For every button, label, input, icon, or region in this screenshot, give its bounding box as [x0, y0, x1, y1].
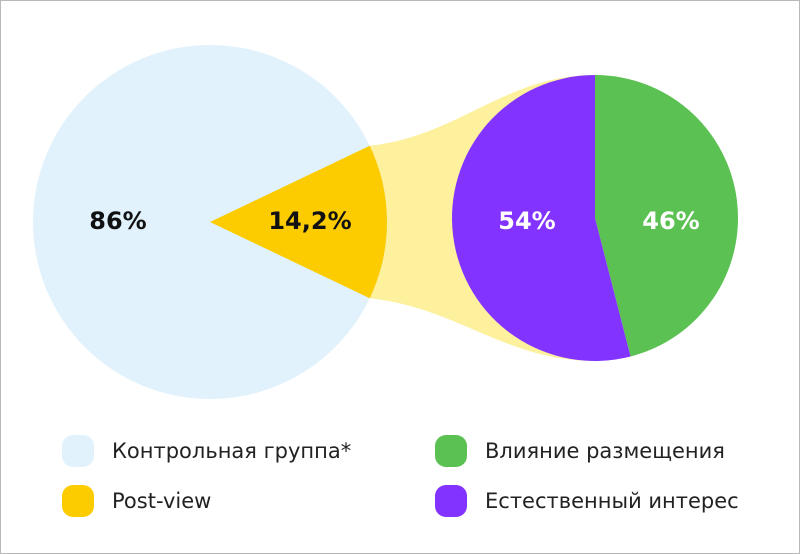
legend-swatch-natural-interest [435, 485, 467, 517]
pie-slice-placement-impact [595, 75, 739, 357]
legend-label-placement-impact: Влияние размещения [485, 439, 725, 463]
legend-label-post-view: Post-view [112, 489, 212, 513]
data-label-control-group: 86% [89, 207, 146, 235]
legend-label-control-group: Контрольная группа* [112, 439, 352, 463]
legend-swatch-post-view [62, 485, 94, 517]
pie-slice-post-view [210, 145, 388, 299]
legend-item-post-view: Post-view [62, 485, 211, 517]
legend-item-natural-interest: Естественный интерес [435, 485, 739, 517]
legend-label-natural-interest: Естественный интерес [485, 489, 739, 513]
pie-slice-natural-interest [452, 75, 631, 361]
data-label-post-view: 14,2% [268, 207, 351, 235]
legend-item-control-group: Контрольная группа* [62, 435, 351, 467]
legend-swatch-control-group [62, 435, 94, 467]
data-label-natural-interest: 54% [498, 207, 555, 235]
legend-swatch-placement-impact [435, 435, 467, 467]
legend-item-placement-impact: Влияние размещения [435, 435, 725, 467]
data-label-placement-impact: 46% [642, 207, 699, 235]
